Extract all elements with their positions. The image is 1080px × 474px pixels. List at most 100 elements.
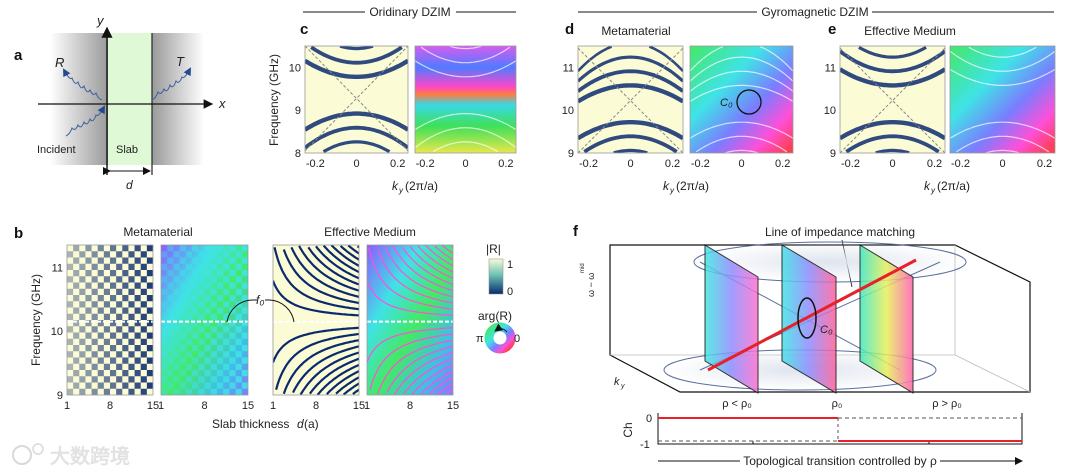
band-curve xyxy=(613,148,648,153)
band-curve xyxy=(322,245,359,274)
absR-title: |R| xyxy=(486,242,501,256)
checker-cell xyxy=(161,276,168,283)
checker-cell xyxy=(179,320,186,327)
checker-cell xyxy=(179,295,186,302)
checker-cell xyxy=(85,282,92,289)
band-curve xyxy=(695,135,788,153)
checker-cell xyxy=(161,351,168,358)
checker-cell xyxy=(79,301,86,308)
band-curve xyxy=(307,246,359,286)
heatmap-content xyxy=(367,245,453,395)
checker-cell xyxy=(122,257,129,264)
checker-cell xyxy=(210,338,217,345)
checker-cell xyxy=(198,388,205,395)
xlabel-text: Slab thickness xyxy=(212,417,289,431)
checker-cell xyxy=(223,363,230,370)
band-curve xyxy=(315,245,359,280)
checker-cell xyxy=(134,270,141,277)
heatmap-d-arg: -0.2 0 0.2 xyxy=(689,45,794,170)
checker-cell xyxy=(103,301,110,308)
panel-label-d: d xyxy=(565,21,574,38)
band-curve xyxy=(415,113,516,131)
checker-cell xyxy=(223,263,230,270)
checker-cell xyxy=(91,301,98,308)
band-curve xyxy=(394,351,453,395)
checker-cell xyxy=(110,382,117,389)
slab-label: Slab xyxy=(116,144,138,156)
checker-cell xyxy=(140,351,147,358)
checker-cell xyxy=(192,357,199,364)
checker-cell xyxy=(122,307,129,314)
checker-cell xyxy=(128,251,135,258)
checker-cell xyxy=(79,326,86,333)
band-curve xyxy=(690,70,793,92)
checker-cell xyxy=(128,338,135,345)
panel-label-a: a xyxy=(14,47,23,64)
band-curve xyxy=(840,67,945,88)
band-curve xyxy=(316,363,359,395)
checker-cell xyxy=(134,320,141,327)
checker-cell xyxy=(185,263,193,270)
band-curve xyxy=(429,376,453,395)
checker-cell xyxy=(210,301,217,308)
checker-cell xyxy=(146,270,153,277)
checker-cell xyxy=(97,307,104,314)
checker-cell xyxy=(67,276,74,283)
checker-cell xyxy=(67,313,74,320)
checker-cell xyxy=(185,376,193,383)
checker-cell xyxy=(235,313,242,320)
band-curve xyxy=(415,127,516,149)
heatmap-b-meta-arg: 1 8 15 xyxy=(158,244,254,412)
checker-cell xyxy=(91,338,98,345)
xlabel-unit: (2π/a) xyxy=(937,179,970,193)
x-tick-label: 0.2 xyxy=(498,158,513,170)
checker-cell xyxy=(73,370,80,377)
x-tick-label: -0.2 xyxy=(691,158,710,170)
heatmap-frame xyxy=(66,244,154,396)
checker-cell xyxy=(173,388,180,395)
checker-cell xyxy=(146,257,153,264)
panel-b-eff-subtitle: Effective Medium xyxy=(324,225,416,239)
checker-cell xyxy=(91,388,98,395)
heatmap-frame xyxy=(272,244,360,396)
checker-cell xyxy=(223,388,230,395)
checker-cell xyxy=(241,357,248,364)
heatmap-content xyxy=(67,245,153,395)
checker-cell xyxy=(161,363,168,370)
checker-cell xyxy=(235,351,242,358)
band-curve xyxy=(339,245,359,261)
checker-cell xyxy=(122,320,129,327)
checker-cell xyxy=(192,345,199,352)
f0-bracket xyxy=(226,299,295,323)
checker-cell xyxy=(223,251,230,258)
x-tick-label: 8 xyxy=(201,400,207,412)
checker-cell xyxy=(192,320,199,327)
band-curve xyxy=(377,339,453,394)
x-tick-label: 1 xyxy=(64,400,70,412)
checker-cell xyxy=(167,295,174,302)
band-curve xyxy=(950,121,1055,139)
band-curve xyxy=(347,245,359,255)
y-tick-label: 10 xyxy=(562,105,574,117)
band-curve xyxy=(690,84,793,102)
band-curve xyxy=(282,339,359,395)
checker-cell xyxy=(110,332,117,339)
checker-cell xyxy=(198,288,205,295)
x-tick-label: 15 xyxy=(353,400,365,412)
panel-b-ylabel: Frequency (GHz) xyxy=(29,274,43,366)
y-tick-label: 10 xyxy=(289,62,301,74)
checker-cell xyxy=(229,345,236,352)
band-curve xyxy=(409,245,453,279)
checker-cell xyxy=(103,351,110,358)
checker-cell xyxy=(167,245,174,252)
band-curve xyxy=(392,245,453,292)
checker-cell xyxy=(140,376,147,383)
checker-cell xyxy=(146,320,153,327)
checker-cell xyxy=(185,388,193,395)
y-tick-label: 9 xyxy=(830,148,836,160)
ordinary-dzim-header: Oridinary DZIM xyxy=(303,5,516,19)
checker-cell xyxy=(110,307,117,314)
checker-cell xyxy=(73,332,80,339)
ch-tick-minus1: -1 xyxy=(640,439,650,451)
checker-cell xyxy=(103,251,110,258)
